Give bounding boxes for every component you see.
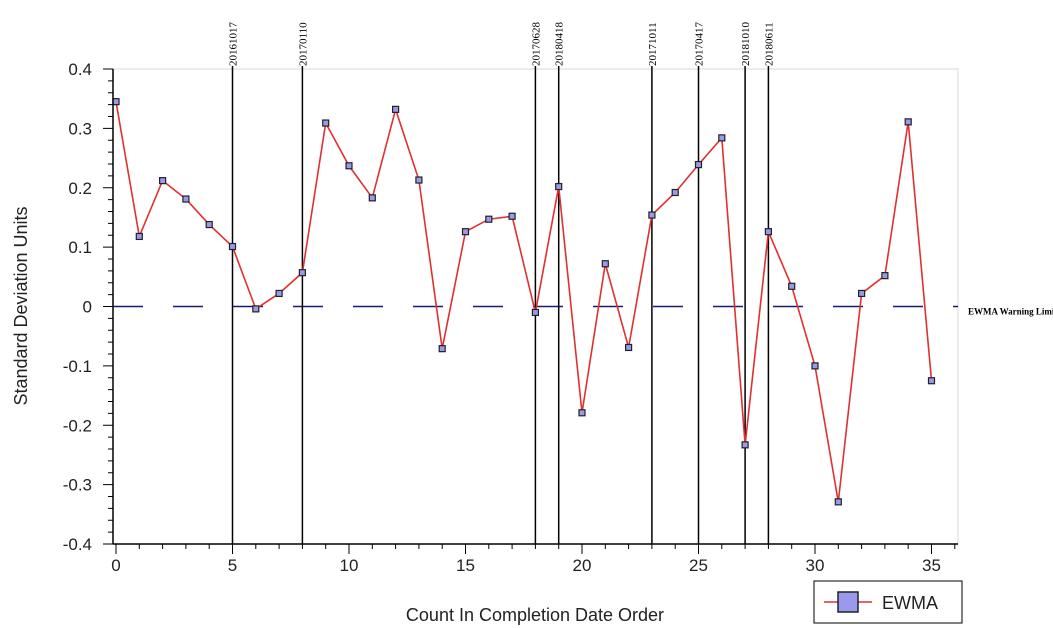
data-point [904,118,912,126]
data-point [461,228,470,236]
data-point [345,162,353,170]
data-point [881,272,889,280]
axes-layer: 0.4 0.3 0.2 0.1 0 -0.1 -0.2 -0.3 -0.4 0 5 10 15 20 25 3… [63,60,958,575]
series-line [115,101,933,502]
x-tick-label: 30 [806,556,825,575]
vertical-line-label: 20170417 [694,22,706,67]
legend-label: EWMA [882,593,938,613]
data-point [508,212,516,220]
data-point [298,269,306,277]
y-tick-label: 0.4 [68,60,92,79]
data-point [624,343,633,352]
y-tick-label: 0 [83,298,92,317]
y-tick-label: 0.1 [68,238,92,257]
data-point [927,377,936,385]
reference-line-label: EWMA Warning Limit [968,307,1053,317]
data-point [531,308,540,317]
x-tick-label: 5 [228,556,237,575]
data-point [671,188,679,197]
data-point [368,194,376,202]
data-point [252,305,260,313]
data-point [275,289,283,298]
data-point [741,441,749,449]
vertical-line-label: 20180611 [763,22,775,66]
vertical-line-label: 20171011 [647,22,659,66]
y-tick-label: -0.4 [63,535,92,554]
x-tick-label: 0 [111,556,120,575]
y-axis-title: Standard Deviation Units [11,206,31,405]
vertical-lines-layer: 20161017 20170110 20170628 20180418 20171011… [228,22,775,544]
legend-marker [837,591,859,613]
data-point [438,345,446,353]
data-point [112,98,120,106]
x-tick-label: 20 [573,556,592,575]
data-point [555,182,563,191]
y-tick-label: 0.2 [68,179,92,198]
data-point [811,362,819,370]
vertical-line-label: 20170628 [530,22,542,67]
data-point [857,289,866,298]
data-point [182,195,190,203]
data-point [485,215,493,223]
vertical-line-label: 20161017 [228,22,240,67]
vertical-line-label: 20180418 [554,22,566,67]
data-point [788,282,796,290]
data-point [694,160,703,169]
y-tick-label: -0.2 [63,416,92,435]
x-tick-label: 15 [456,556,475,575]
series-layer [112,98,936,506]
x-axis-title: Count In Completion Date Order [406,605,664,625]
data-point [718,134,726,142]
data-point [764,228,773,236]
data-point [205,220,213,229]
legend: EWMA [813,580,963,624]
vertical-line-label: 20170110 [297,22,309,66]
data-point [601,260,609,268]
x-tick-label: 25 [689,556,708,575]
data-point [834,498,842,506]
vertical-line-label: 20181010 [740,22,752,67]
y-tick-label: 0.3 [68,119,92,138]
data-point [648,211,656,219]
x-tick-label: 10 [340,556,359,575]
data-point [392,105,400,113]
data-point [322,119,330,127]
y-tick-label: -0.1 [63,357,92,376]
data-point [135,232,143,241]
data-point [228,242,237,251]
data-point [415,176,423,184]
data-point [159,177,167,185]
y-tick-label: -0.3 [63,476,92,495]
x-tick-label: 35 [922,556,941,575]
data-point [578,409,586,417]
